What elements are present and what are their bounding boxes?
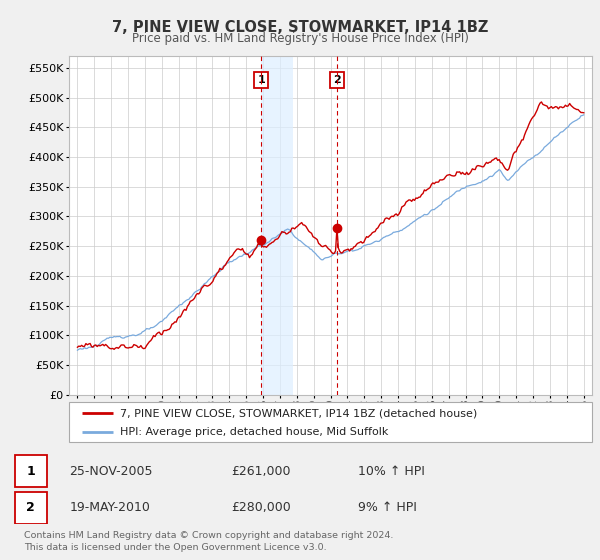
FancyBboxPatch shape bbox=[15, 455, 47, 487]
FancyBboxPatch shape bbox=[15, 492, 47, 524]
Text: Contains HM Land Registry data © Crown copyright and database right 2024.: Contains HM Land Registry data © Crown c… bbox=[24, 531, 394, 540]
FancyBboxPatch shape bbox=[69, 402, 592, 442]
Text: 2: 2 bbox=[333, 75, 341, 85]
Text: HPI: Average price, detached house, Mid Suffolk: HPI: Average price, detached house, Mid … bbox=[120, 427, 389, 437]
Text: 2: 2 bbox=[26, 501, 35, 514]
Text: £280,000: £280,000 bbox=[231, 501, 290, 514]
Text: 7, PINE VIEW CLOSE, STOWMARKET, IP14 1BZ: 7, PINE VIEW CLOSE, STOWMARKET, IP14 1BZ bbox=[112, 20, 488, 35]
Text: 19-MAY-2010: 19-MAY-2010 bbox=[70, 501, 151, 514]
Text: 1: 1 bbox=[257, 75, 265, 85]
Text: 25-NOV-2005: 25-NOV-2005 bbox=[70, 465, 153, 478]
Bar bbox=[262, 56, 293, 395]
Text: 9% ↑ HPI: 9% ↑ HPI bbox=[358, 501, 416, 514]
Text: 1: 1 bbox=[26, 465, 35, 478]
Text: 10% ↑ HPI: 10% ↑ HPI bbox=[358, 465, 424, 478]
Text: Price paid vs. HM Land Registry's House Price Index (HPI): Price paid vs. HM Land Registry's House … bbox=[131, 32, 469, 45]
Text: 7, PINE VIEW CLOSE, STOWMARKET, IP14 1BZ (detached house): 7, PINE VIEW CLOSE, STOWMARKET, IP14 1BZ… bbox=[120, 408, 478, 418]
Text: £261,000: £261,000 bbox=[231, 465, 290, 478]
Text: This data is licensed under the Open Government Licence v3.0.: This data is licensed under the Open Gov… bbox=[24, 543, 326, 552]
